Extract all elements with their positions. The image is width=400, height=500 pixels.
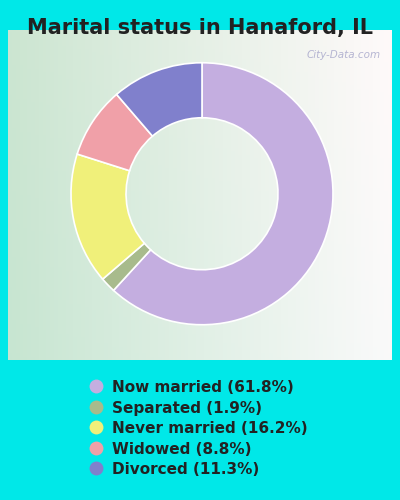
Text: Marital status in Hanaford, IL: Marital status in Hanaford, IL	[27, 18, 373, 38]
Wedge shape	[114, 62, 333, 324]
Legend: Now married (61.8%), Separated (1.9%), Never married (16.2%), Widowed (8.8%), Di: Now married (61.8%), Separated (1.9%), N…	[92, 380, 308, 477]
Wedge shape	[103, 244, 151, 290]
Wedge shape	[117, 62, 202, 136]
Wedge shape	[71, 154, 144, 279]
Wedge shape	[77, 94, 152, 170]
Text: City-Data.com: City-Data.com	[306, 50, 380, 60]
